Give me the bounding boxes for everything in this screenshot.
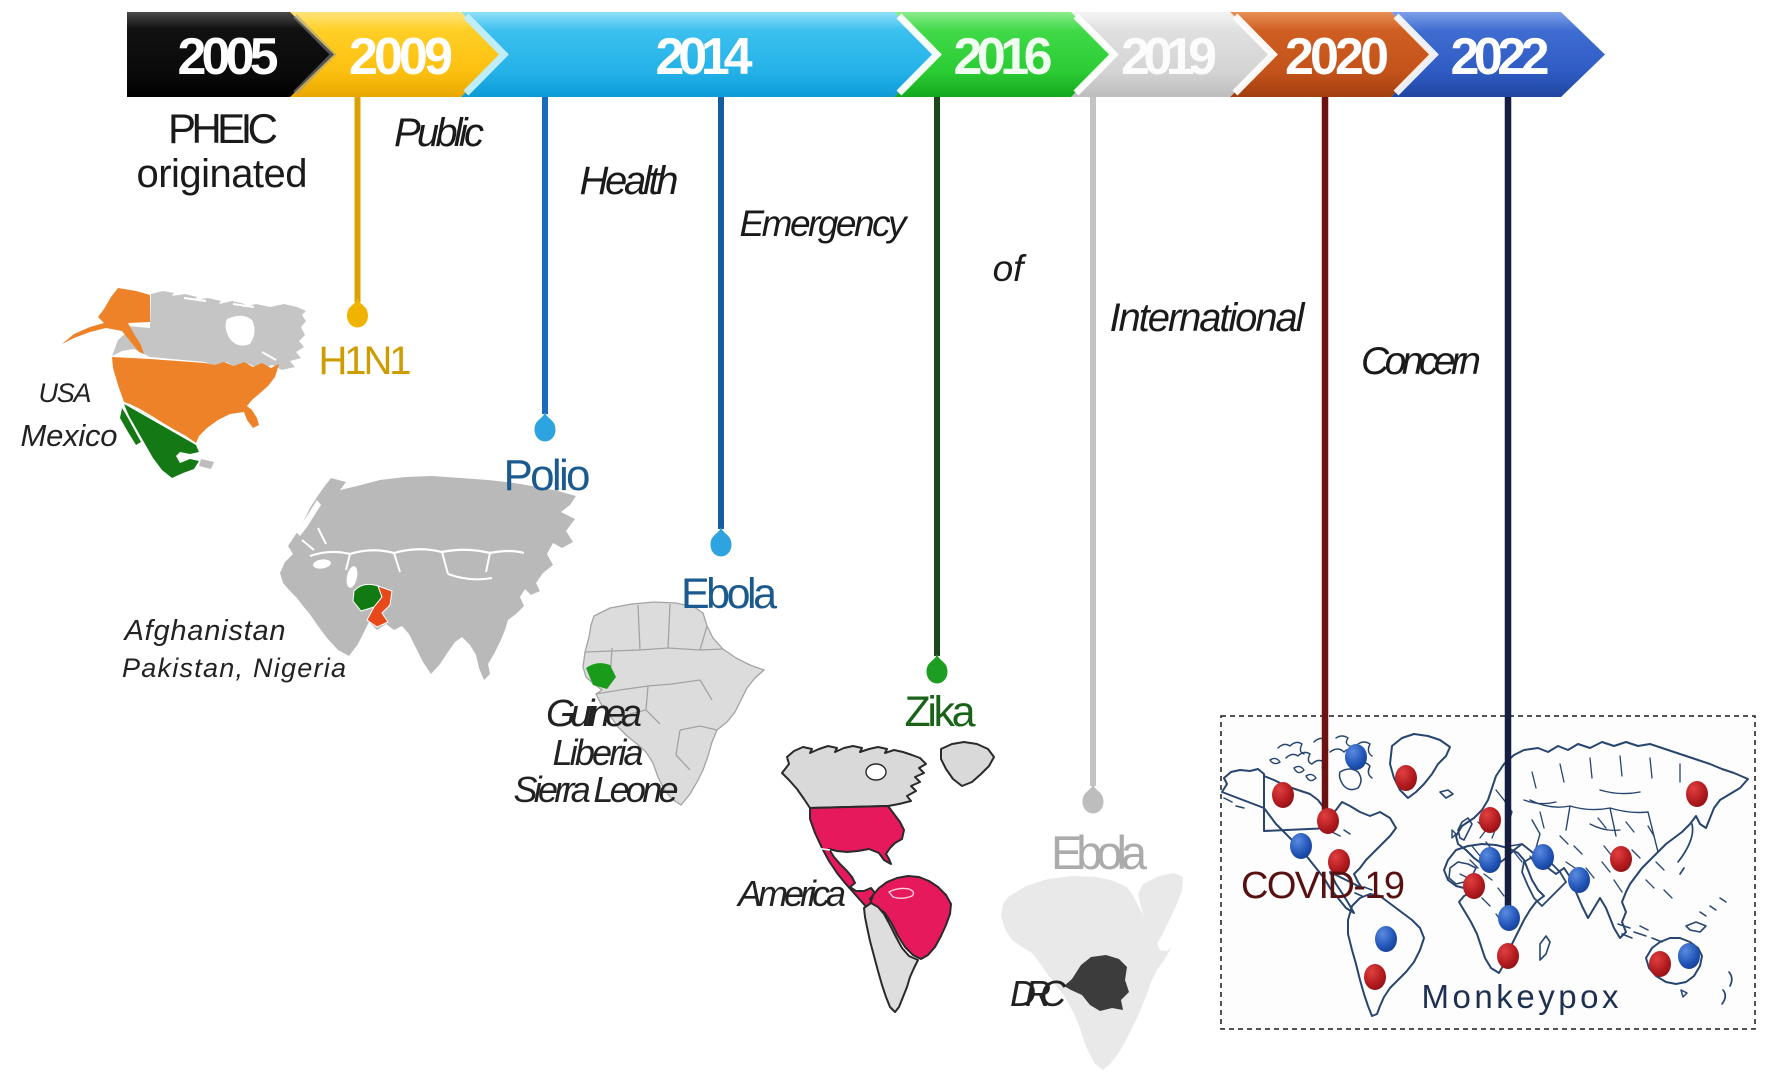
svg-text:originated: originated (137, 152, 308, 196)
svg-text:Sierra Leone: Sierra Leone (514, 769, 679, 810)
svg-text:America: America (736, 873, 846, 914)
svg-text:2022: 2022 (1451, 28, 1550, 86)
svg-text:Emergency: Emergency (740, 203, 910, 244)
svg-text:2019: 2019 (1121, 28, 1217, 86)
svg-text:Public: Public (394, 111, 484, 155)
svg-text:2014: 2014 (656, 28, 753, 86)
svg-text:COVID-19: COVID-19 (1241, 865, 1405, 907)
svg-text:Monkeypox: Monkeypox (1422, 978, 1620, 1015)
svg-text:2005: 2005 (178, 28, 279, 86)
svg-text:Mexico: Mexico (21, 418, 118, 453)
svg-text:Ebola: Ebola (1051, 826, 1148, 879)
svg-text:Ebola: Ebola (681, 570, 777, 618)
svg-text:2020: 2020 (1285, 28, 1389, 86)
svg-text:USA: USA (39, 378, 92, 408)
svg-text:Concern: Concern (1361, 340, 1481, 383)
svg-text:International: International (1110, 296, 1306, 340)
svg-text:2016: 2016 (954, 28, 1053, 86)
svg-text:Afghanistan: Afghanistan (123, 615, 286, 647)
svg-text:Health: Health (580, 159, 679, 203)
svg-text:H1N1: H1N1 (319, 339, 412, 383)
svg-text:Zika: Zika (905, 688, 976, 736)
svg-text:Guinea: Guinea (546, 693, 642, 735)
svg-text:DRC: DRC (1010, 973, 1067, 1014)
svg-text:Liberia: Liberia (553, 732, 644, 773)
svg-text:of: of (993, 248, 1028, 289)
svg-text:Pakistan, Nigeria: Pakistan, Nigeria (122, 653, 346, 683)
svg-text:2009: 2009 (349, 28, 453, 86)
svg-text:PHEIC: PHEIC (168, 105, 278, 152)
svg-text:Polio: Polio (504, 451, 591, 500)
